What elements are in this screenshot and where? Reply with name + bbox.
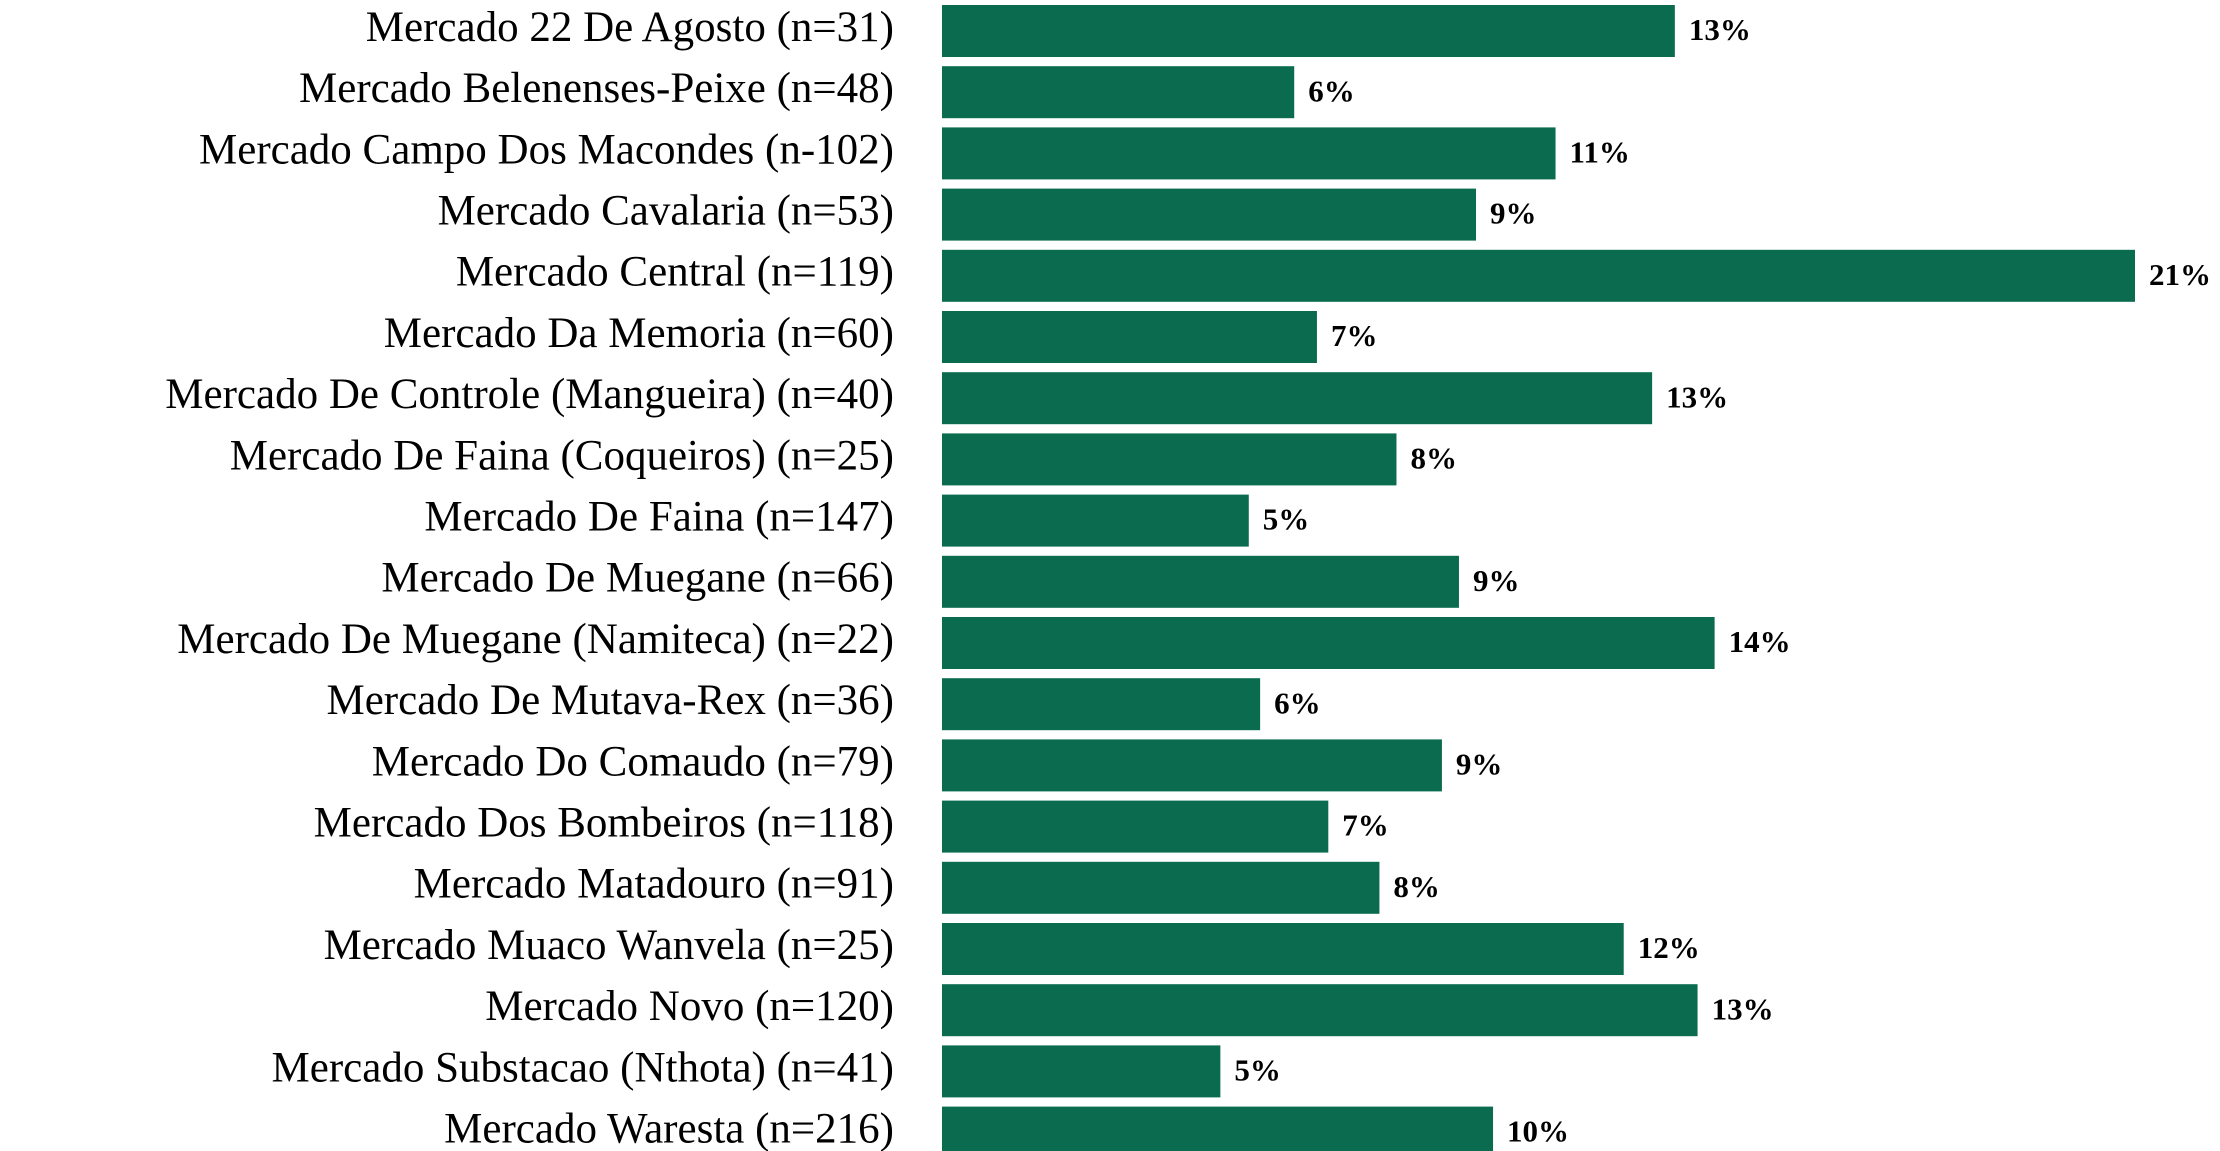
value-label: 8% bbox=[1410, 441, 1457, 476]
bar bbox=[942, 678, 1261, 731]
category-label: Mercado De Faina (Coqueiros) (n=25) bbox=[230, 432, 894, 479]
category-label: Mercado De Muegane (n=66) bbox=[381, 555, 894, 602]
bar bbox=[942, 494, 1249, 547]
value-label: 6% bbox=[1308, 73, 1355, 108]
bar bbox=[942, 433, 1397, 486]
bar bbox=[942, 861, 1380, 914]
category-label: Mercado Cavalaria (n=53) bbox=[438, 187, 894, 234]
category-label: Mercado Matadouro (n=91) bbox=[414, 861, 894, 908]
bar bbox=[942, 5, 1675, 57]
bar bbox=[942, 800, 1329, 853]
bar bbox=[942, 739, 1442, 792]
category-label: Mercado Central (n=119) bbox=[456, 249, 894, 296]
bar bbox=[942, 311, 1317, 363]
value-label: 8% bbox=[1393, 869, 1440, 904]
category-label: Mercado Da Memoria (n=60) bbox=[384, 310, 894, 357]
bar bbox=[942, 1106, 1494, 1151]
bar bbox=[942, 249, 2135, 302]
value-label: 7% bbox=[1331, 318, 1378, 353]
category-label: Mercado Muaco Wanvela (n=25) bbox=[324, 922, 894, 969]
value-label: 13% bbox=[1666, 379, 1728, 414]
value-label: 9% bbox=[1456, 747, 1503, 782]
bar bbox=[942, 617, 1715, 669]
bar bbox=[942, 1045, 1221, 1098]
value-label: 9% bbox=[1490, 196, 1537, 231]
category-label: Mercado 22 De Agosto (n=31) bbox=[366, 4, 894, 51]
value-label: 11% bbox=[1570, 135, 1630, 170]
value-label: 13% bbox=[1689, 12, 1751, 47]
bar bbox=[942, 555, 1459, 608]
category-label: Mercado Dos Bombeiros (n=118) bbox=[314, 799, 894, 846]
category-label: Mercado Waresta (n=216) bbox=[444, 1105, 894, 1151]
bar bbox=[942, 984, 1698, 1037]
category-label: Mercado De Controle (Mangueira) (n=40) bbox=[165, 371, 894, 418]
value-label: 14% bbox=[1729, 624, 1791, 659]
value-label: 13% bbox=[1712, 991, 1774, 1026]
category-label: Mercado Campo Dos Macondes (n-102) bbox=[199, 126, 894, 173]
value-label: 10% bbox=[1507, 1114, 1569, 1149]
bar bbox=[942, 188, 1477, 241]
value-label: 7% bbox=[1342, 808, 1389, 843]
value-label: 6% bbox=[1274, 685, 1321, 720]
bar bbox=[942, 923, 1624, 975]
category-label: Mercado Novo (n=120) bbox=[485, 983, 894, 1030]
category-label: Mercado Belenenses-Peixe (n=48) bbox=[299, 65, 894, 112]
category-label: Mercado De Muegane (Namiteca) (n=22) bbox=[177, 616, 894, 663]
category-label: Mercado De Faina (n=147) bbox=[424, 493, 894, 540]
bar bbox=[942, 66, 1295, 119]
bar bbox=[942, 372, 1653, 425]
value-label: 5% bbox=[1263, 502, 1310, 537]
bar bbox=[942, 127, 1556, 180]
value-label: 21% bbox=[2149, 257, 2211, 292]
value-label: 5% bbox=[1234, 1053, 1281, 1088]
category-label: Mercado Substacao (Nthota) (n=41) bbox=[272, 1044, 894, 1091]
value-label: 12% bbox=[1638, 930, 1700, 965]
category-label: Mercado Do Comaudo (n=79) bbox=[372, 738, 894, 785]
value-label: 9% bbox=[1473, 563, 1520, 598]
category-label: Mercado De Mutava-Rex (n=36) bbox=[326, 677, 894, 724]
